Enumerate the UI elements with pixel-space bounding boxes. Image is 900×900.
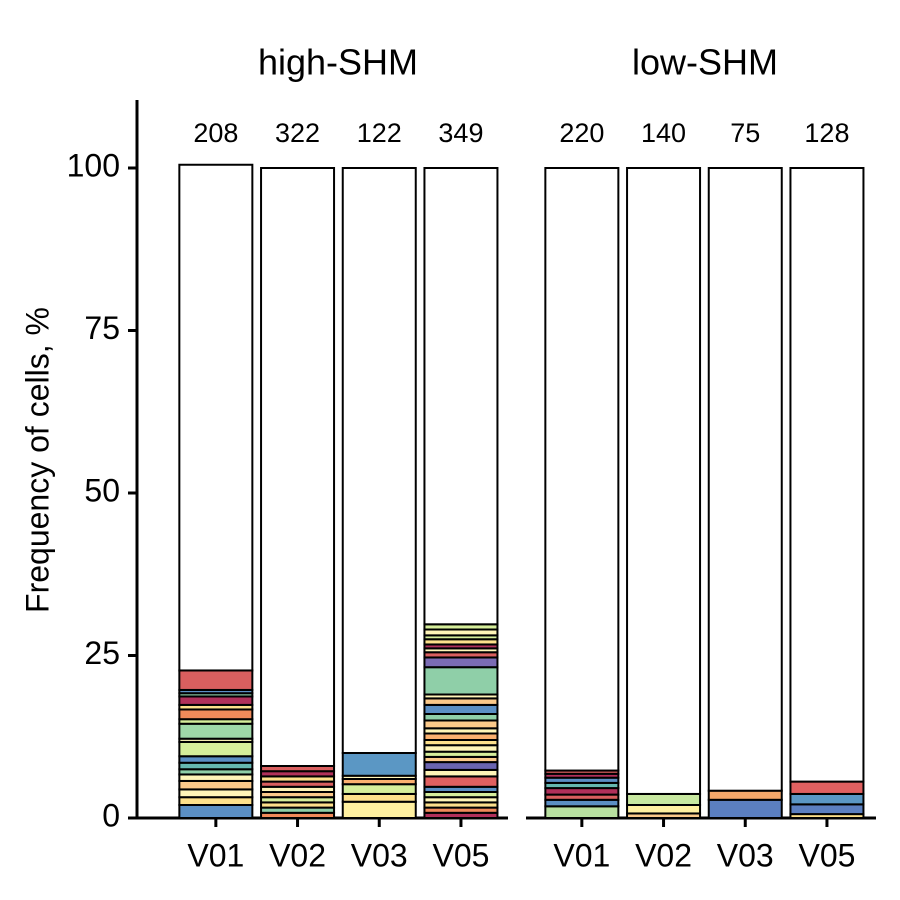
count-label: 208 xyxy=(193,118,238,148)
bar-segment xyxy=(544,167,620,772)
count-label: 122 xyxy=(357,118,402,148)
bar-segment xyxy=(789,803,865,816)
bar-segment xyxy=(341,752,417,777)
bar-segment xyxy=(789,167,865,783)
count-label: 220 xyxy=(559,118,604,148)
bar-segment xyxy=(789,780,865,795)
bar-segment xyxy=(260,167,336,767)
x-tick-label: V01 xyxy=(187,837,244,873)
y-tick-label: 50 xyxy=(84,472,120,508)
panel-title: low-SHM xyxy=(632,42,778,83)
x-tick-label: V02 xyxy=(635,837,692,873)
x-tick-label: V05 xyxy=(432,837,489,873)
bar-segment xyxy=(178,708,254,721)
x-tick-label: V03 xyxy=(717,837,774,873)
count-label: 322 xyxy=(275,118,320,148)
bar-segment xyxy=(178,796,254,807)
count-label: 75 xyxy=(730,118,760,148)
count-label: 128 xyxy=(804,118,849,148)
x-tick-label: V05 xyxy=(798,837,855,873)
bar-segment xyxy=(341,783,417,795)
y-axis-label: Frequency of cells, % xyxy=(19,307,55,613)
bar-segment xyxy=(341,800,417,819)
panel-title: high-SHM xyxy=(258,42,418,83)
y-tick-label: 25 xyxy=(84,635,120,671)
bar-segment xyxy=(178,804,254,819)
bar-segment xyxy=(423,719,499,730)
y-tick-label: 75 xyxy=(84,310,120,346)
bar-segment xyxy=(544,805,620,819)
bar-segment xyxy=(626,167,702,795)
bar-segment xyxy=(626,792,702,807)
count-label: 349 xyxy=(438,118,483,148)
bar-segment xyxy=(707,167,783,792)
bar-segment xyxy=(423,775,499,788)
bar-segment xyxy=(178,695,254,706)
bar-segment xyxy=(178,669,254,691)
bar-segment xyxy=(789,792,865,806)
y-tick-label: 0 xyxy=(102,797,120,833)
bar-segment xyxy=(626,804,702,815)
bar-segment xyxy=(707,789,783,801)
bar-segment xyxy=(178,788,254,799)
bar-segment xyxy=(178,740,254,758)
bar-segment xyxy=(423,666,499,696)
x-tick-label: V02 xyxy=(269,837,326,873)
bar-segment xyxy=(423,703,499,716)
bar-segment xyxy=(707,798,783,819)
bar-segment xyxy=(423,167,499,626)
bar-segment xyxy=(423,761,499,771)
bar-segment xyxy=(423,656,499,669)
x-tick-label: V01 xyxy=(553,837,610,873)
bar-segment xyxy=(341,167,417,754)
bar-segment xyxy=(341,792,417,803)
count-label: 140 xyxy=(641,118,686,148)
bar-segment xyxy=(178,779,254,791)
y-tick-label: 100 xyxy=(67,147,120,183)
bar-segment xyxy=(178,722,254,740)
x-tick-label: V03 xyxy=(351,837,408,873)
bar-segment xyxy=(178,163,254,672)
